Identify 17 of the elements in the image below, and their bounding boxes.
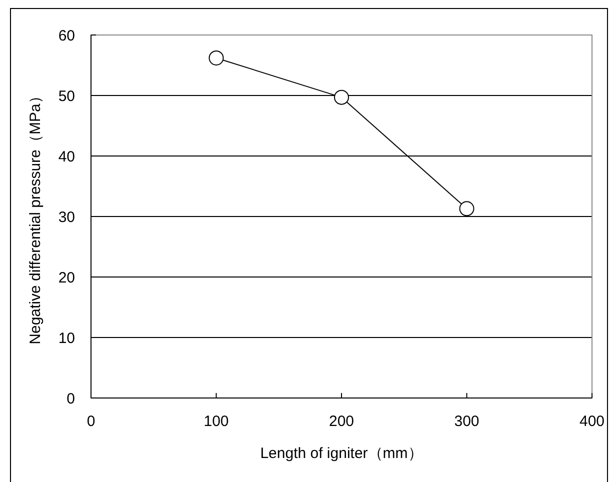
x-tick-label: 300 <box>454 413 480 430</box>
y-tick-label: 20 <box>58 269 75 286</box>
x-tick-label: 200 <box>328 413 354 430</box>
y-tick-label: 40 <box>58 148 75 166</box>
y-tick-label: 10 <box>58 330 75 347</box>
x-tick-label: 100 <box>204 413 229 430</box>
y-tick-label: 30 <box>58 208 75 226</box>
point <box>334 90 349 105</box>
y-tick-label: 60 <box>58 27 75 44</box>
y-tick-label: 0 <box>66 390 75 408</box>
y-tick-label: 50 <box>58 88 75 105</box>
point <box>459 201 474 216</box>
point <box>208 50 224 66</box>
y-axis-title: Negative differential pressure（MPa） <box>27 88 44 344</box>
x-axis-title: Length of igniter（mm） <box>260 445 423 462</box>
x-tick-label: 400 <box>579 413 605 430</box>
x-tick-label: 0 <box>86 413 96 430</box>
